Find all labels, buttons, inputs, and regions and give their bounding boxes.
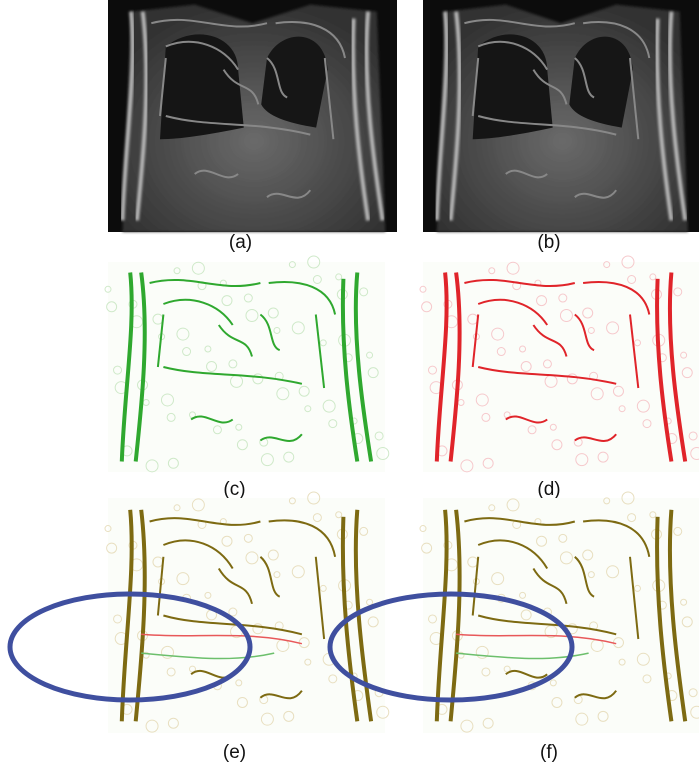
panel-label: (c)	[223, 479, 245, 500]
figure-panel: (d)	[420, 256, 699, 500]
panel-label: (f)	[540, 742, 558, 763]
panel-label: (d)	[537, 479, 560, 500]
figure-panel: (b)	[423, 0, 699, 253]
panel-label: (e)	[223, 742, 246, 763]
figure-panel: (e)	[105, 492, 389, 763]
panel-label: (b)	[537, 232, 560, 253]
figure-panel: (c)	[105, 256, 389, 500]
panel-label: (a)	[229, 232, 252, 253]
figure: (a) (b) (c) (d) (e) (f)	[0, 0, 699, 767]
figure-panel: (a)	[108, 0, 397, 253]
figure-panel: (f)	[420, 492, 699, 763]
